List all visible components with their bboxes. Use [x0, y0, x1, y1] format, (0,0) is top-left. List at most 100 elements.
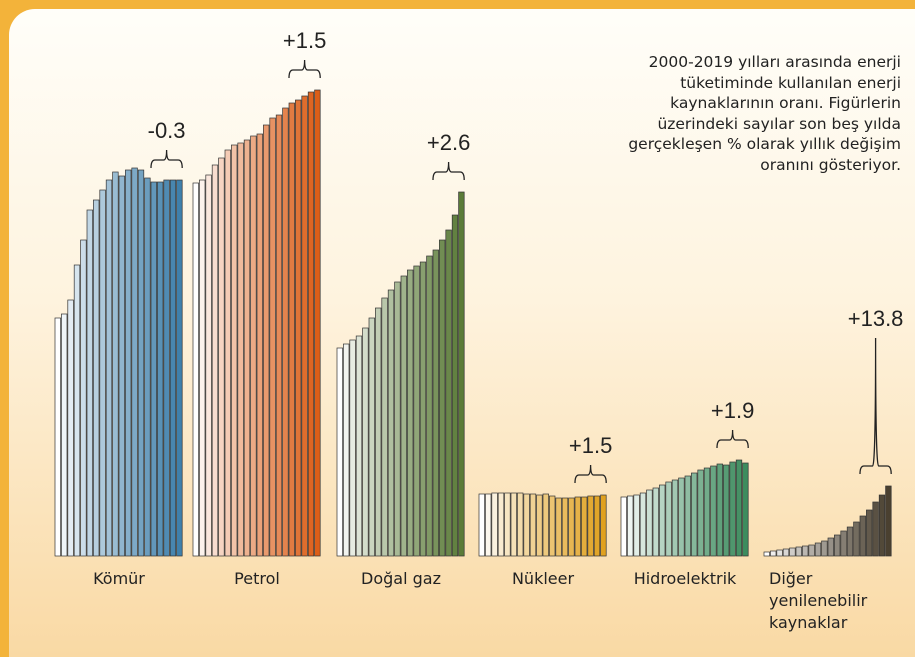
bar [163, 179, 170, 557]
note-line: kaynaklarının oranı. Figürlerin [670, 94, 901, 113]
bar [237, 142, 244, 557]
category-label: Nükleer [511, 569, 575, 588]
bar [542, 493, 549, 557]
bar [61, 313, 68, 557]
category-label-box: Nükleer [473, 568, 613, 590]
bar [581, 496, 588, 557]
bar [86, 209, 93, 557]
bar [93, 199, 100, 557]
bar [218, 157, 225, 557]
bar [282, 107, 289, 557]
bar [439, 239, 446, 557]
bar [224, 149, 231, 557]
bar [407, 269, 414, 557]
category-label-box: Petrol [187, 568, 327, 590]
bar [497, 492, 505, 557]
bar [840, 530, 847, 557]
bar [529, 493, 537, 557]
bar [301, 95, 308, 557]
bar [269, 117, 276, 557]
bracket [859, 337, 892, 475]
bar [878, 494, 886, 557]
bar [381, 297, 388, 557]
bar [275, 114, 283, 557]
bar [593, 495, 601, 557]
category-label: Doğal gaz [361, 569, 441, 588]
note-line: gerçekleşen % olarak yıllık değişim [628, 135, 901, 154]
change-label: +13.8 [848, 306, 904, 331]
bar [458, 191, 465, 557]
bar [137, 169, 145, 557]
bar [67, 299, 74, 557]
bar [295, 99, 302, 557]
bar [555, 497, 562, 557]
bar [131, 167, 138, 557]
bar [394, 281, 401, 557]
category-label-box: Doğal gaz [331, 568, 471, 590]
bar [770, 550, 777, 557]
bar [517, 492, 524, 557]
bar [491, 492, 498, 557]
bar [665, 481, 672, 557]
category-label-box: Diğer yenilenebilir kaynaklar [758, 568, 898, 634]
bar [451, 214, 459, 557]
category-label: Diğer yenilenebilir kaynaklar [769, 569, 868, 632]
bracket [150, 149, 183, 169]
category-label-box: Hidroelektrik [615, 568, 755, 590]
bar [620, 496, 627, 557]
bar [375, 307, 382, 557]
bar [118, 175, 125, 557]
bar [250, 135, 257, 557]
bar [716, 463, 723, 557]
bar [671, 479, 679, 557]
bar [192, 182, 199, 557]
bar [536, 494, 543, 557]
bar [54, 317, 61, 557]
change-label: +1.5 [283, 28, 326, 53]
bar [659, 484, 666, 557]
bracket [716, 429, 749, 449]
bar [150, 181, 157, 557]
bar [205, 174, 212, 557]
bracket [288, 59, 321, 79]
note-line: tüketiminde kullanılan enerji [680, 73, 901, 92]
bar [742, 462, 749, 557]
bar [846, 526, 854, 557]
bar [633, 494, 640, 557]
bar [510, 492, 517, 557]
bar [549, 495, 556, 557]
note-line: oranını gösteriyor. [760, 155, 901, 174]
bar [814, 542, 822, 557]
bar [735, 459, 743, 557]
bar [343, 343, 350, 557]
bar [691, 472, 698, 557]
bar [827, 537, 834, 557]
bar [782, 548, 790, 557]
bar [802, 545, 809, 557]
bar [80, 239, 87, 557]
bar [413, 265, 420, 557]
bar [834, 534, 841, 557]
bar [561, 497, 569, 557]
bar [789, 547, 796, 557]
bar [485, 493, 492, 557]
category-label: Petrol [234, 569, 280, 588]
bracket [432, 161, 465, 181]
bar [368, 317, 375, 557]
bar [853, 521, 860, 557]
bar [112, 171, 119, 557]
bar [504, 492, 511, 557]
bar [307, 91, 315, 557]
bar [574, 496, 581, 557]
bar [263, 124, 270, 557]
bar [697, 469, 704, 557]
bar [144, 177, 151, 557]
note: 2000-2019 yılları arasında enerji tüketim… [541, 52, 901, 176]
bar [866, 509, 873, 557]
bar [627, 495, 634, 557]
bar [478, 493, 485, 557]
bar [795, 546, 802, 557]
change-label: +2.6 [427, 130, 470, 155]
bar [568, 497, 575, 557]
